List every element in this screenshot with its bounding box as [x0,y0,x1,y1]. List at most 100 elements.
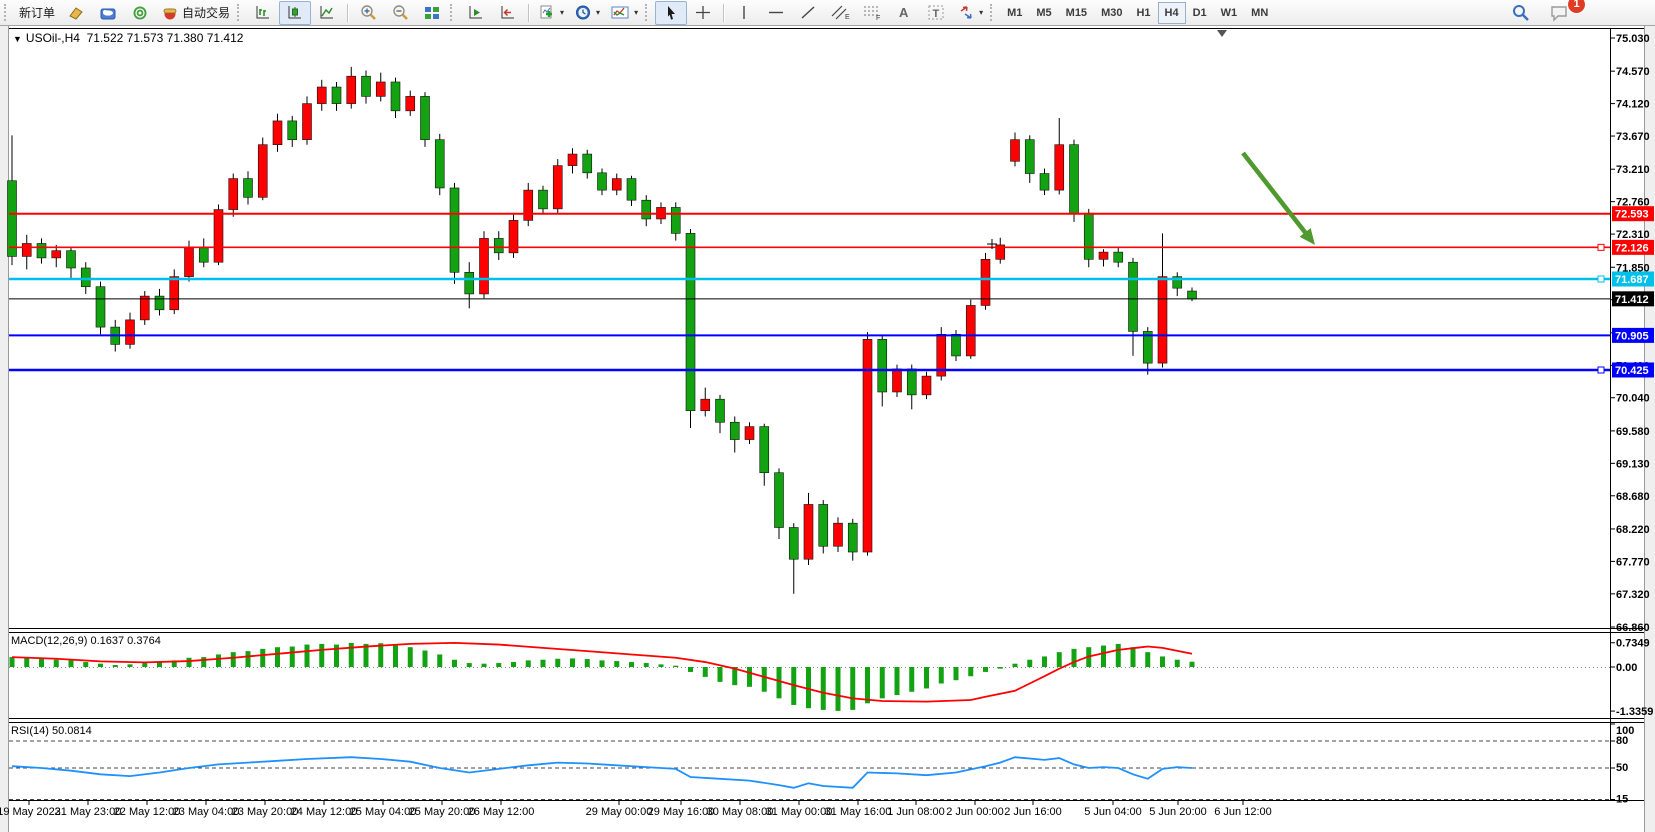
text-label-button[interactable]: T [920,1,952,25]
candle-bearish [1128,261,1138,332]
chevron-down-icon: ▾ [634,8,639,17]
vps-hosting-button[interactable] [92,1,124,25]
candle-bearish [434,139,445,189]
toolbar-grip[interactable] [4,4,9,21]
crosshair-button[interactable] [687,1,719,25]
toolbar-grip[interactable] [450,4,455,21]
candle-bearish [847,522,858,553]
bar-chart-button[interactable] [247,1,279,25]
macd-bar [688,667,693,672]
candle-bearish [1039,173,1050,191]
timeframe-h1-button[interactable]: H1 [1136,6,1151,19]
toolbar-grip[interactable] [990,4,995,21]
arrows-button[interactable]: ▾ [952,1,988,25]
auto-scroll-button[interactable] [460,1,492,25]
candle-bearish [287,120,298,140]
macd-bar [540,659,546,667]
macd-bar [1012,663,1018,667]
signals-button[interactable] [124,1,156,25]
candle-bearish [626,178,637,201]
candle-bearish [759,426,770,474]
trendline-button[interactable] [792,1,824,25]
text-button[interactable]: A [888,1,920,25]
timeframe-m30-button[interactable]: M30 [1101,6,1123,19]
new-order-button[interactable]: 新订单 [14,1,60,25]
timeframe-w1-button[interactable]: W1 [1220,6,1238,19]
candle-bearish [788,527,799,560]
zoom-in-button[interactable] [352,1,384,25]
line-handle[interactable] [1597,366,1605,374]
templates-button[interactable]: ▾ [605,1,643,25]
candle-bullish [213,209,224,263]
svg-text:1 Jun 08:00: 1 Jun 08:00 [887,806,945,818]
templates-icon [611,6,629,19]
timeframe-m5-button[interactable]: M5 [1036,6,1052,19]
timeframe-d1-button[interactable]: D1 [1192,6,1207,19]
macd-bar [437,654,443,667]
price-label-box [1612,291,1654,307]
timeframe-m15-button[interactable]: M15 [1065,6,1088,19]
macd-bar [245,651,251,667]
chart-shift-button[interactable] [492,1,524,25]
macd-bar [1056,652,1062,667]
cursor-button[interactable] [655,0,688,25]
svg-text:69.580: 69.580 [1616,426,1650,438]
candle-bullish [611,178,622,191]
zoom-out-button[interactable] [384,1,416,25]
macd-bar [968,667,974,677]
macd-bar [555,658,561,667]
toolbar-grip[interactable] [645,4,650,21]
svg-text:26 May 12:00: 26 May 12:00 [468,806,535,818]
line-handle[interactable] [1597,275,1605,283]
svg-text:E: E [845,14,850,21]
candle-bullish [316,86,327,104]
autotrading-button[interactable]: 自动交易 [156,1,235,25]
macd-bar [1189,661,1195,667]
candle-bearish [154,295,165,311]
macd-bar [835,667,841,711]
search-button[interactable] [1505,1,1537,25]
macd-bar [1071,648,1077,667]
horizontal-line-button[interactable] [760,1,792,25]
macd-bar [157,662,162,667]
candle-bearish [906,368,917,396]
svg-text:74.120: 74.120 [1616,99,1650,111]
periods-button[interactable]: ▾ [569,1,605,25]
toolbar-grip[interactable] [237,4,242,21]
macd-bar [68,660,74,667]
macd-bar [24,657,30,667]
trend-arrow-head[interactable] [1299,228,1315,245]
vertical-line-button[interactable] [728,1,760,25]
svg-text:30 May 08:00: 30 May 08:00 [707,806,774,818]
rsi-line [11,756,1193,789]
one-click-trading-icon[interactable]: ▼ [13,34,22,44]
trend-arrow-object[interactable] [1241,151,1311,239]
cross-marker-object[interactable] [987,239,997,249]
chat-button[interactable]: 1 [1543,0,1586,25]
macd-bar [481,663,487,667]
tile-windows-button[interactable] [416,1,448,25]
timeframe-m1-button[interactable]: M1 [1007,6,1023,19]
fibonacci-button[interactable]: F [856,1,888,25]
equidistant-channel-button[interactable]: E [824,1,856,25]
indicators-button[interactable]: ▾ [533,1,569,25]
candlestick-chart-button[interactable] [279,0,312,25]
timeframe-h4-button[interactable]: H4 [1157,1,1186,24]
candle-bearish [538,189,548,210]
macd-bar [761,667,767,692]
cursor-icon [668,6,676,20]
svg-text:31 May 00:00: 31 May 00:00 [766,806,833,818]
candle-bearish [243,178,253,198]
line-handle[interactable] [1597,243,1605,251]
chart-shift-marker[interactable] [1217,30,1227,37]
price-axis[interactable]: 75.030 74.570 74.120 73.670 73.210 72.760 72.3… [1610,33,1650,634]
order-ticket-button[interactable] [60,1,92,25]
svg-text:19 May 2023: 19 May 2023 [0,806,61,818]
macd-bar [584,659,590,667]
timeframe-mn-button[interactable]: MN [1251,6,1269,19]
line-chart-button[interactable] [311,1,343,25]
price-label-text: 70.425 [1615,365,1649,377]
candle-bearish [464,272,475,295]
